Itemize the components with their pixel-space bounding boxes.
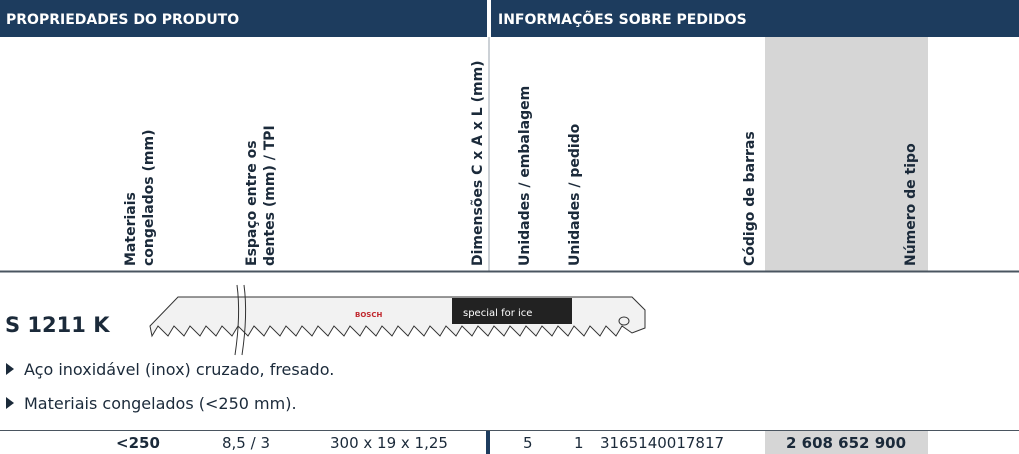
header-bar [0, 0, 487, 37]
blade-image: BOSCH special for ice [149, 284, 646, 356]
bullet [6, 363, 14, 375]
column-header: Código de barras [742, 131, 758, 266]
feature: Materiais congelados (<250 mm). [24, 394, 297, 413]
product-name: S 1211 K [5, 313, 110, 337]
column-header: dentes (mm) / TPI [262, 125, 278, 266]
blade-hole [618, 316, 630, 326]
header-title: PROPRIEDADES DO PRODUTO [6, 12, 239, 28]
column-header: Espaço entre os [244, 140, 260, 266]
table-cell: 3165140017817 [600, 434, 724, 452]
header-bar [491, 0, 1019, 37]
column-header: Materiais [123, 192, 139, 266]
table-cell: 8,5 / 3 [222, 434, 270, 452]
table-cell: <250 [116, 434, 160, 452]
blade-band [452, 298, 572, 324]
highlight-cell [765, 431, 928, 454]
column-header: Unidades / embalagem [517, 86, 533, 266]
bullet [6, 397, 14, 409]
column-header: Unidades / pedido [567, 123, 583, 266]
feature: Aço inoxidável (inox) cruzado, fresado. [24, 360, 334, 379]
table-cell: 5 [523, 434, 533, 452]
table-cell: 1 [574, 434, 584, 452]
table-cell: 2 608 652 900 [786, 434, 906, 452]
table-cell: 300 x 19 x 1,25 [330, 434, 448, 452]
cut-mark [234, 284, 247, 356]
column-header: Número de tipo [903, 143, 919, 266]
blade-label: special for ice [463, 308, 532, 319]
column-header: congelados (mm) [141, 130, 157, 266]
highlight-column [765, 37, 928, 271]
header-title: INFORMAÇÕES SOBRE PEDIDOS [498, 10, 747, 28]
column-header: Dimensões C x A x L (mm) [470, 60, 486, 266]
divider [486, 431, 490, 454]
blade-brand: BOSCH [355, 311, 382, 319]
